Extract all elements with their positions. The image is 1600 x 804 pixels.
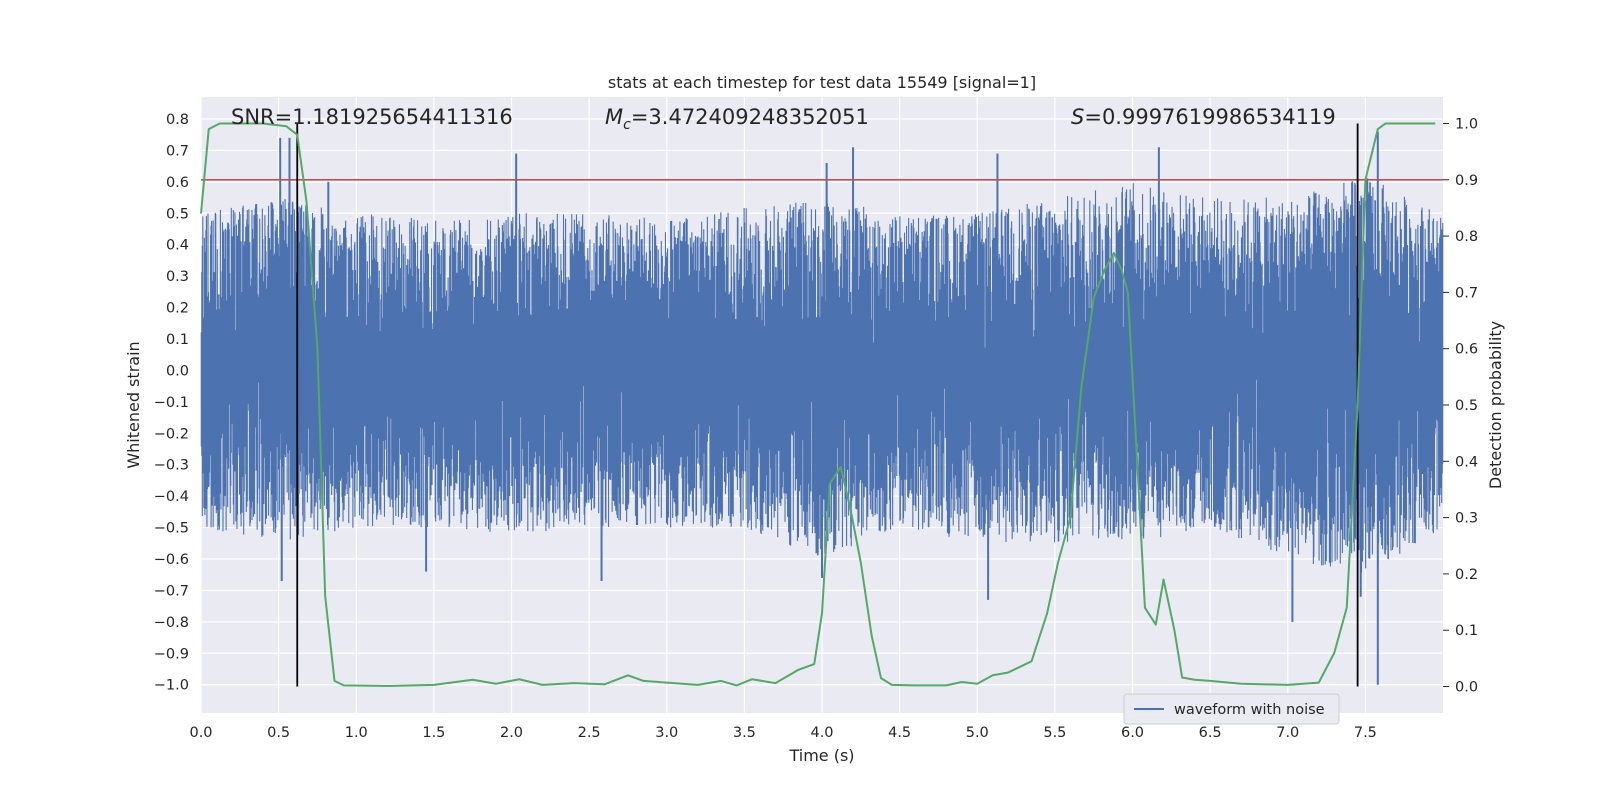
y2-tick-label: 0.5 — [1455, 398, 1478, 414]
y-tick-label: 0.4 — [166, 238, 189, 254]
x-tick-label: 0.5 — [267, 725, 290, 741]
y-tick-label: −0.6 — [154, 552, 189, 568]
y-tick-label: 0.3 — [166, 269, 189, 285]
x-tick-label: 6.5 — [1199, 725, 1222, 741]
y-tick-label: 0.8 — [166, 112, 189, 128]
x-tick-label: 1.0 — [345, 725, 368, 741]
x-tick-label: 3.5 — [733, 725, 756, 741]
y-tick-label: −1.0 — [154, 678, 189, 694]
x-tick-label: 2.5 — [578, 725, 601, 741]
y2-tick-label: 0.1 — [1455, 623, 1478, 639]
x-tick-label: 5.0 — [966, 725, 989, 741]
x-tick-label: 2.0 — [500, 725, 523, 741]
y-axis-label: Whitened strain — [124, 341, 143, 468]
y-tick-label: −0.9 — [154, 646, 189, 662]
y2-axis-label: Detection probability — [1486, 321, 1505, 489]
y2-tick-label: 0.8 — [1455, 229, 1478, 245]
y-tick-label: −0.7 — [154, 583, 189, 599]
s-value: =0.9997619986534119 — [1084, 105, 1335, 129]
chirp-mass-subscript: c — [623, 117, 631, 133]
x-tick-label: 3.0 — [655, 725, 678, 741]
x-axis-label: Time (s) — [788, 746, 854, 765]
y2-tick-label: 0.0 — [1455, 680, 1478, 696]
waveform-spikes — [279, 131, 1379, 685]
y2-tick-label: 0.6 — [1455, 342, 1478, 358]
x-tick-label: 5.5 — [1043, 725, 1066, 741]
y-tick-label: 0.1 — [166, 332, 189, 348]
legend: waveform with noise — [1123, 693, 1340, 725]
probability-layer — [200, 122, 1436, 687]
chart-title: stats at each timestep for test data 155… — [608, 73, 1036, 92]
y2-tick-label: 0.9 — [1455, 173, 1478, 189]
x-tick-label: 7.5 — [1354, 725, 1377, 741]
y-tick-label: 0.6 — [166, 175, 189, 191]
waveform-layer — [200, 131, 1444, 685]
y-tick-label: 0.5 — [166, 206, 189, 222]
y-tick-label: −0.8 — [154, 615, 189, 631]
chirp-mass-symbol: M — [605, 105, 623, 129]
x-tick-label: 0.0 — [189, 725, 212, 741]
tick-layer: 0.0 0.5 1.0 1.5 2.0 2.5 3.0 3.5 4.0 4.5 5.0 5.5 6.0 6… — [154, 112, 1478, 741]
waveform-trace — [200, 178, 1444, 573]
y2-tick-label: 0.3 — [1455, 511, 1478, 527]
y-tick-label: −0.1 — [154, 395, 189, 411]
x-tick-label: 4.5 — [888, 725, 911, 741]
y2-tick-label: 0.4 — [1455, 454, 1478, 470]
y-tick-label: −0.5 — [154, 521, 189, 537]
y-tick-label: 0.7 — [166, 143, 189, 159]
probability-line — [200, 122, 1436, 687]
chirp-mass-value: =3.472409248352051 — [631, 105, 869, 129]
snr-annotation: SNR=1.181925654411316 — [231, 105, 513, 129]
x-tick-label: 1.5 — [422, 725, 445, 741]
legend-label: waveform with noise — [1174, 702, 1325, 718]
y-tick-label: −0.4 — [154, 489, 189, 505]
x-tick-label: 6.0 — [1121, 725, 1144, 741]
y-tick-label: 0.2 — [166, 301, 189, 317]
y2-tick-label: 1.0 — [1455, 116, 1478, 132]
y-tick-label: −0.3 — [154, 458, 189, 474]
y2-tick-label: 0.7 — [1455, 285, 1478, 301]
y-tick-label: −0.2 — [154, 426, 189, 442]
y2-tick-label: 0.2 — [1455, 567, 1478, 583]
legend-box — [1123, 693, 1340, 725]
x-tick-label: 7.0 — [1276, 725, 1299, 741]
x-tick-label: 4.0 — [810, 725, 833, 741]
s-symbol: S — [1071, 105, 1084, 129]
y-tick-label: 0.0 — [166, 363, 189, 379]
chirp-mass-annotation: Mc=3.472409248352051 — [605, 105, 869, 133]
s-annotation: S=0.9997619986534119 — [1071, 105, 1336, 129]
